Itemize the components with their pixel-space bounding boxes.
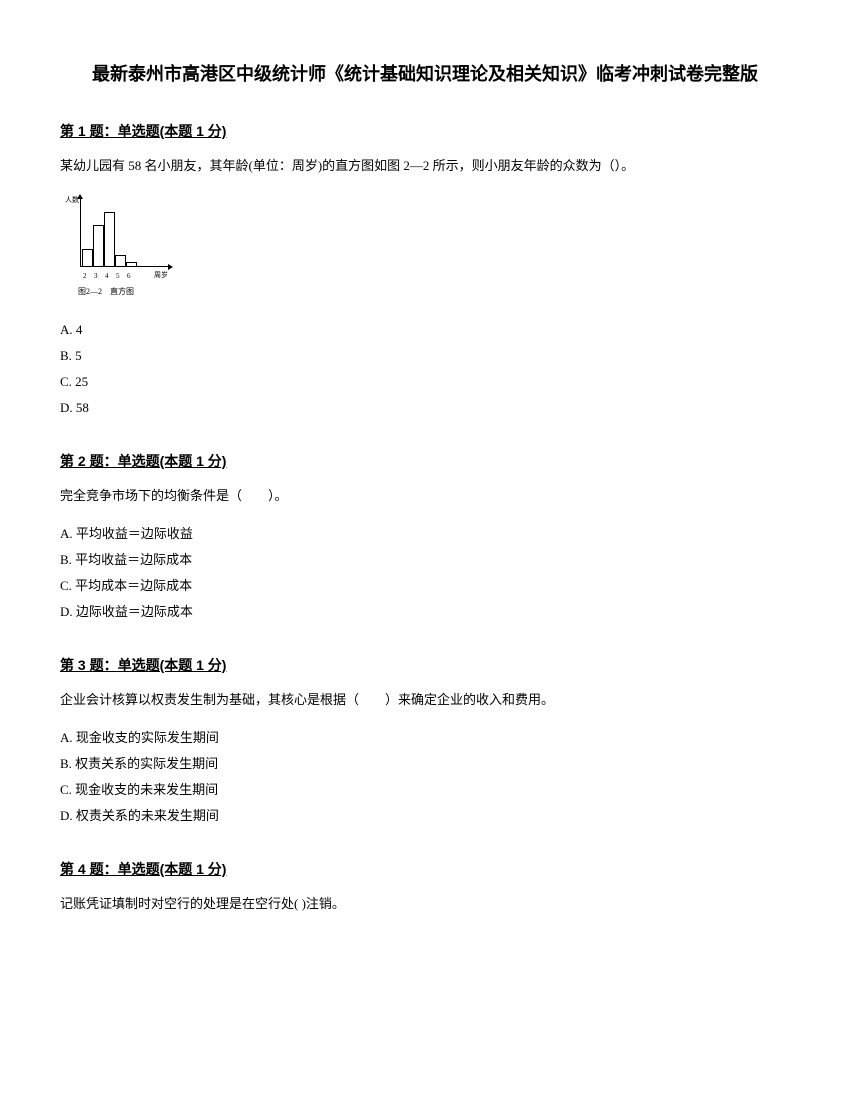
question-4-header: 第 4 题：单选题(本题 1 分) xyxy=(60,859,790,879)
question-2-option-b: B. 平均收益＝边际成本 xyxy=(60,547,790,573)
question-2-option-d: D. 边际收益＝边际成本 xyxy=(60,599,790,625)
question-3-number: 第 3 题： xyxy=(60,657,118,673)
question-3-option-d: D. 权责关系的未来发生期间 xyxy=(60,803,790,829)
x-tick-2: 3 xyxy=(94,272,98,280)
question-1-header: 第 1 题：单选题(本题 1 分) xyxy=(60,121,790,141)
x-tick-3: 4 xyxy=(105,272,109,280)
question-2-text: 完全竞争市场下的均衡条件是（ ）。 xyxy=(60,485,790,507)
question-3-header: 第 3 题：单选题(本题 1 分) xyxy=(60,655,790,675)
question-2-type: 单选题(本题 1 分) xyxy=(118,453,227,469)
question-3: 第 3 题：单选题(本题 1 分) 企业会计核算以权责发生制为基础，其核心是根据… xyxy=(60,655,790,829)
question-4-number: 第 4 题： xyxy=(60,861,118,877)
question-3-option-c: C. 现金收支的未来发生期间 xyxy=(60,777,790,803)
bar-3 xyxy=(104,212,115,267)
question-2-option-c: C. 平均成本＝边际成本 xyxy=(60,573,790,599)
question-4-text: 记账凭证填制时对空行的处理是在空行处( )注销。 xyxy=(60,893,790,915)
x-tick-1: 2 xyxy=(83,272,87,280)
bar-4 xyxy=(115,255,126,267)
question-2-number: 第 2 题： xyxy=(60,453,118,469)
question-2: 第 2 题：单选题(本题 1 分) 完全竞争市场下的均衡条件是（ ）。 A. 平… xyxy=(60,451,790,625)
question-1-number: 第 1 题： xyxy=(60,123,118,139)
document-title: 最新泰州市高港区中级统计师《统计基础知识理论及相关知识》临考冲刺试卷完整版 xyxy=(60,60,790,86)
question-1-option-d: D. 58 xyxy=(60,395,790,421)
chart-caption: 图2—2 直方图 xyxy=(78,286,790,297)
bar-1 xyxy=(82,249,93,267)
x-tick-4: 5 xyxy=(116,272,120,280)
question-2-option-a: A. 平均收益＝边际收益 xyxy=(60,521,790,547)
bar-2 xyxy=(93,225,104,267)
x-tick-5: 6 xyxy=(127,272,131,280)
question-2-header: 第 2 题：单选题(本题 1 分) xyxy=(60,451,790,471)
question-4-type: 单选题(本题 1 分) xyxy=(118,861,227,877)
question-3-option-a: A. 现金收支的实际发生期间 xyxy=(60,725,790,751)
question-4: 第 4 题：单选题(本题 1 分) 记账凭证填制时对空行的处理是在空行处( )注… xyxy=(60,859,790,915)
question-1-option-b: B. 5 xyxy=(60,343,790,369)
question-1-type: 单选题(本题 1 分) xyxy=(118,123,227,139)
bar-5 xyxy=(126,262,137,267)
question-1-text: 某幼儿园有 58 名小朋友，其年龄(单位：周岁)的直方图如图 2—2 所示，则小… xyxy=(60,155,790,177)
question-3-text: 企业会计核算以权责发生制为基础，其核心是根据（ ）来确定企业的收入和费用。 xyxy=(60,689,790,711)
question-3-type: 单选题(本题 1 分) xyxy=(118,657,227,673)
question-1: 第 1 题：单选题(本题 1 分) 某幼儿园有 58 名小朋友，其年龄(单位：周… xyxy=(60,121,790,421)
histogram-chart: 人数 2 3 4 5 6 周岁 图2—2 直方图 xyxy=(60,197,790,297)
x-axis-label: 周岁 xyxy=(154,270,168,280)
question-3-option-b: B. 权责关系的实际发生期间 xyxy=(60,751,790,777)
question-1-option-c: C. 25 xyxy=(60,369,790,395)
question-1-option-a: A. 4 xyxy=(60,317,790,343)
y-axis-label: 人数 xyxy=(65,195,79,205)
